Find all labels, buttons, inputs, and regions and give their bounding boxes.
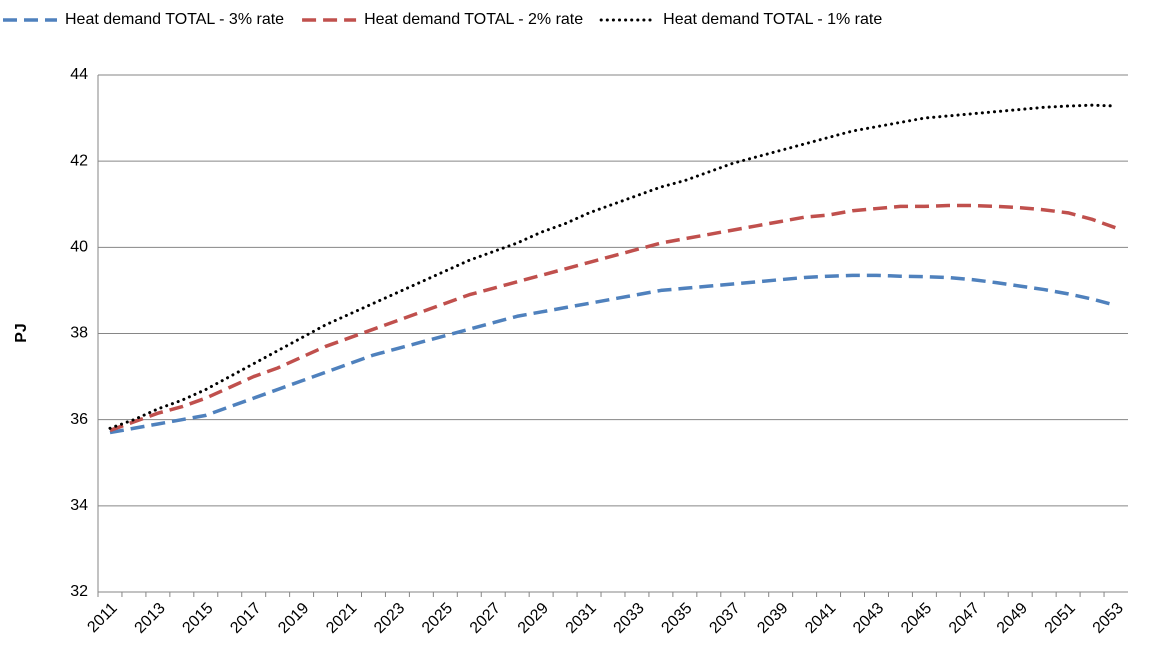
x-tick-label: 2021 <box>323 600 360 637</box>
series-line <box>108 103 1118 430</box>
y-tick-label: 32 <box>70 583 88 600</box>
x-tick-label: 2017 <box>227 600 264 637</box>
x-tick-label: 2037 <box>706 600 743 637</box>
series-line <box>109 203 1117 433</box>
x-tick-label: 2011 <box>84 600 120 636</box>
x-tick-label: 2043 <box>850 600 887 637</box>
x-tick-label: 2033 <box>611 600 648 637</box>
x-tick-label: 2053 <box>1090 600 1127 637</box>
x-tick-label: 2031 <box>563 600 600 637</box>
x-tick-label: 2015 <box>179 600 216 637</box>
x-tick-label: 2029 <box>515 600 552 637</box>
legend-label: Heat demand TOTAL - 3% rate <box>65 11 284 28</box>
y-tick-label: 34 <box>70 497 88 514</box>
x-tick-label: 2051 <box>1042 600 1079 637</box>
y-tick-label: 42 <box>70 152 88 169</box>
x-tick-label: 2019 <box>275 600 312 637</box>
x-tick-label: 2045 <box>898 600 935 637</box>
x-tick-label: 2049 <box>994 600 1031 637</box>
y-tick-label: 44 <box>70 66 88 83</box>
y-tick-label: 36 <box>70 411 88 428</box>
y-axis-label: PJ <box>13 323 30 343</box>
x-tick-label: 2013 <box>132 600 169 637</box>
x-tick-label: 2035 <box>658 600 695 637</box>
legend-label: Heat demand TOTAL - 2% rate <box>364 11 583 28</box>
x-tick-label: 2047 <box>946 600 983 637</box>
x-tick-label: 2039 <box>754 600 791 637</box>
y-tick-label: 38 <box>70 325 88 342</box>
x-tick-label: 2027 <box>467 600 504 637</box>
x-tick-label: 2023 <box>371 600 408 637</box>
series-line <box>109 273 1117 435</box>
x-tick-label: 2041 <box>802 600 839 637</box>
legend-label: Heat demand TOTAL - 1% rate <box>663 11 882 28</box>
y-tick-label: 40 <box>70 239 88 256</box>
x-tick-label: 2025 <box>419 600 456 637</box>
